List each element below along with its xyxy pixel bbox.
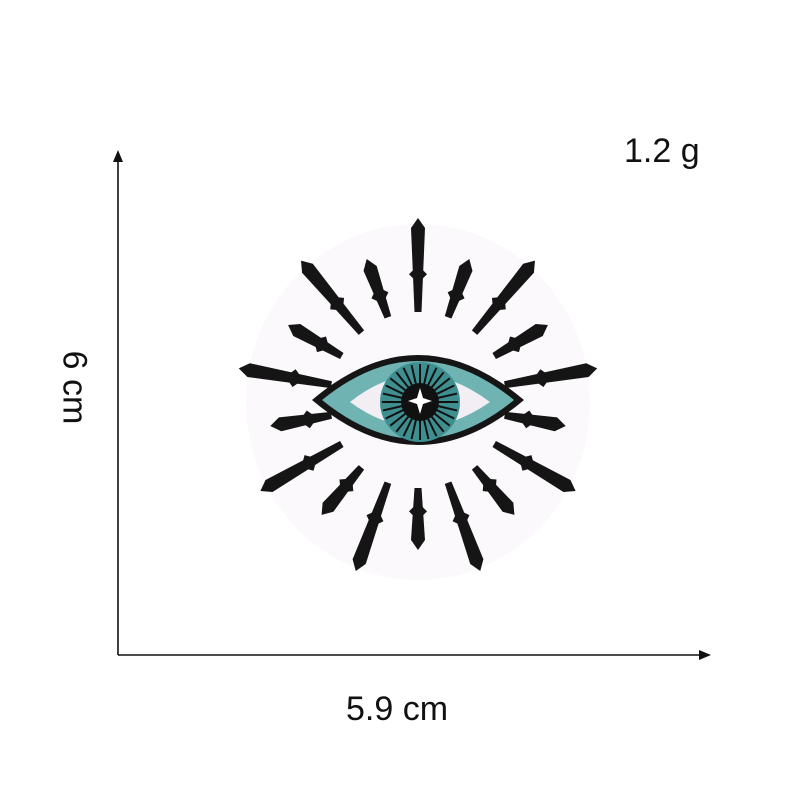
iris-line — [402, 367, 414, 387]
height-label: 6 cm — [55, 350, 94, 425]
ray — [492, 440, 576, 493]
ray-knot — [339, 478, 354, 493]
ray-knot — [447, 286, 465, 304]
iris-line — [426, 367, 438, 387]
ray-knot — [371, 286, 389, 304]
arrow-right-icon — [699, 650, 711, 660]
ray — [492, 323, 548, 360]
ray — [471, 465, 515, 515]
ray-knot — [452, 509, 470, 527]
ray — [321, 465, 365, 515]
iris-line — [435, 408, 455, 420]
ray — [352, 481, 392, 572]
ray-knot — [285, 369, 303, 388]
iris-line — [395, 371, 410, 389]
ray — [409, 488, 427, 550]
ray — [444, 481, 484, 572]
ray — [260, 440, 344, 493]
sun-rays — [238, 218, 598, 572]
ray — [288, 323, 344, 360]
iris-line — [382, 405, 403, 412]
iris-line — [426, 417, 438, 437]
iris-line — [423, 419, 430, 440]
iris-line — [389, 412, 407, 427]
ray-stem — [238, 363, 332, 389]
ray-stem — [411, 218, 425, 312]
evil-eye-patch — [238, 218, 598, 580]
iris-line — [437, 405, 458, 412]
ray-stem — [504, 363, 598, 389]
ray — [238, 363, 332, 389]
iris-line — [430, 415, 445, 433]
ray-knot — [301, 455, 317, 471]
iris-line — [402, 417, 414, 437]
ray-knot — [299, 410, 318, 429]
ray-knot — [313, 336, 330, 353]
iris-line — [423, 364, 430, 385]
iris-line — [430, 371, 445, 389]
iris-line — [437, 392, 458, 399]
ray-knot — [482, 478, 497, 493]
iris-lines — [382, 364, 458, 440]
ray — [504, 363, 598, 389]
ray-knot — [518, 410, 537, 429]
weight-label: 1.2 g — [624, 132, 700, 170]
ray-knot — [533, 369, 551, 388]
iris-line — [385, 408, 405, 420]
pupil-highlight — [408, 388, 432, 414]
ray-knot — [519, 455, 535, 471]
ray-knot — [366, 509, 384, 527]
ray-knot — [491, 296, 506, 311]
ray — [301, 260, 365, 335]
iris-line — [389, 377, 407, 392]
width-label: 5.9 cm — [346, 690, 449, 728]
iris-line — [435, 384, 455, 396]
iris-line — [382, 392, 403, 399]
ray-knot — [330, 296, 345, 311]
ray-knot — [409, 502, 427, 521]
iris-line — [433, 377, 451, 392]
ray — [504, 410, 566, 432]
iris-line — [410, 364, 417, 385]
iris-line — [385, 384, 405, 396]
ray-knot — [409, 265, 427, 284]
iris-line — [433, 412, 451, 427]
ray — [409, 218, 427, 312]
ray — [270, 410, 332, 432]
arrow-up-icon — [113, 150, 123, 162]
ray — [363, 259, 392, 319]
ray — [444, 259, 473, 319]
ray — [471, 260, 535, 335]
iris-line — [395, 415, 410, 433]
dimension-axes — [113, 150, 711, 660]
iris-line — [410, 419, 417, 440]
ray-knot — [506, 336, 523, 353]
